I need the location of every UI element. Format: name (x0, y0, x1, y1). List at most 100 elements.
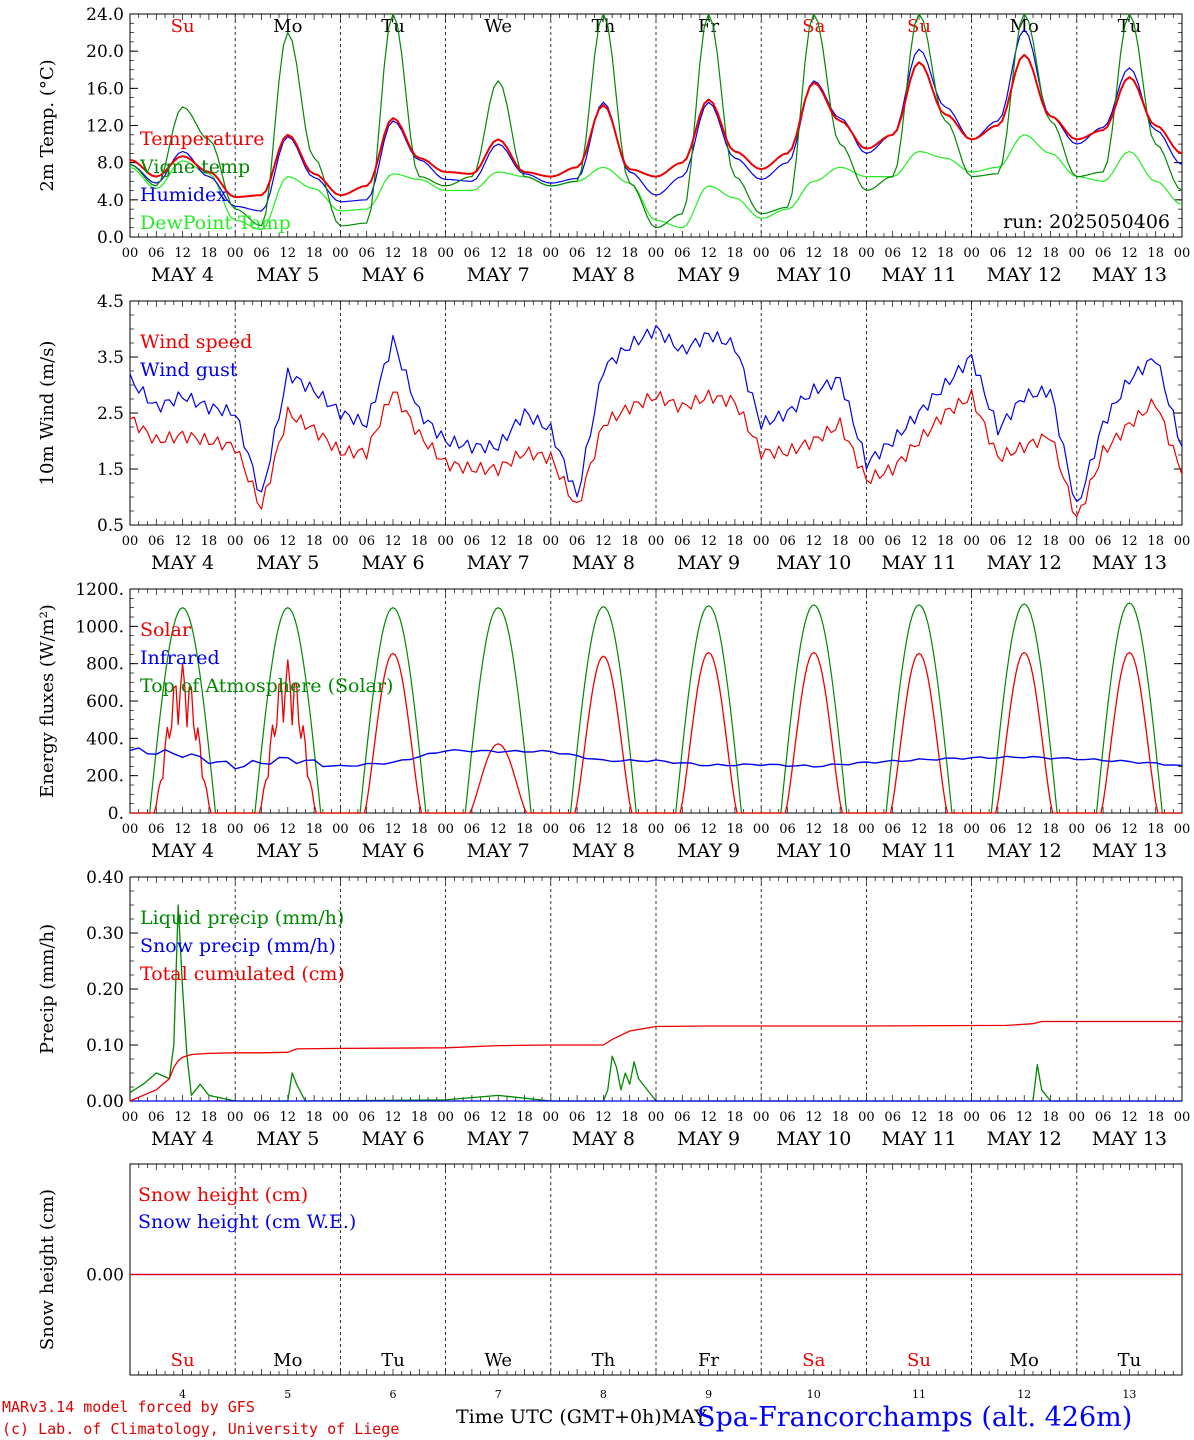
hour-tick-label: 06 (884, 534, 901, 549)
hour-tick-label: 12 (385, 822, 402, 837)
hour-tick-label: 12 (700, 534, 717, 549)
hour-tick-label: 18 (1147, 822, 1164, 837)
hour-tick-label: 00 (1174, 822, 1191, 837)
hour-tick-label: 12 (595, 534, 612, 549)
hour-tick-label: 00 (858, 822, 875, 837)
date-label: MAY 9 (677, 552, 740, 574)
hour-tick-label: 06 (674, 822, 691, 837)
hour-tick-label: 12 (174, 246, 191, 261)
hour-tick-label: 06 (1095, 1110, 1112, 1125)
day-of-week-label: Mo (1010, 16, 1039, 37)
hour-tick-label: 00 (437, 822, 454, 837)
day-of-week-label: Fr (698, 16, 719, 37)
series-line-temperature (129, 53, 1183, 198)
hour-tick-label: 06 (569, 1110, 586, 1125)
hour-tick-label: 12 (595, 246, 612, 261)
series-line-wind-gust (129, 324, 1183, 503)
y-axis-label: 2m Temp. (°C) (37, 59, 58, 191)
plot-frame (129, 588, 1183, 814)
hour-tick-label: 12 (806, 1110, 823, 1125)
hour-tick-label: 18 (832, 822, 849, 837)
date-label: MAY 9 (677, 1128, 740, 1150)
hour-tick-label: 12 (595, 822, 612, 837)
day-of-week-label: Tu (1118, 1350, 1142, 1371)
hour-tick-label: 00 (543, 246, 560, 261)
hour-tick-label: 06 (674, 1110, 691, 1125)
hour-tick-label: 00 (227, 822, 244, 837)
hour-tick-label: 12 (1016, 246, 1033, 261)
day-of-week-label: We (484, 1350, 512, 1371)
hour-tick-label: 18 (937, 246, 954, 261)
date-label: MAY 13 (1092, 1128, 1167, 1150)
plot-frame (129, 13, 1183, 238)
hour-tick-label: 12 (280, 534, 297, 549)
hour-tick-label: 12 (806, 822, 823, 837)
day-of-week-label: Fr (698, 1350, 719, 1371)
hour-tick-label: 12 (385, 246, 402, 261)
station-name: Spa-Francorchamps (alt. 426m) (697, 1402, 1133, 1433)
date-label: MAY 4 (151, 840, 214, 862)
hour-tick-label: 18 (306, 534, 323, 549)
day-number-label: 10 (807, 1388, 821, 1401)
hour-tick-label: 18 (411, 246, 428, 261)
day-of-week-label: Mo (1010, 1350, 1039, 1371)
day-of-week-label: Mo (273, 1350, 302, 1371)
hour-tick-label: 18 (306, 1110, 323, 1125)
hour-tick-label: 00 (753, 534, 770, 549)
hour-tick-label: 06 (884, 1110, 901, 1125)
date-label: MAY 7 (467, 840, 530, 862)
date-label: MAY 11 (881, 264, 956, 286)
date-label: MAY 6 (361, 840, 424, 862)
hour-tick-label: 00 (648, 822, 665, 837)
date-label: MAY 9 (677, 840, 740, 862)
hour-tick-label: 00 (332, 246, 349, 261)
day-number-label: 9 (705, 1388, 712, 1401)
hour-tick-label: 06 (148, 1110, 165, 1125)
date-label: MAY 6 (361, 552, 424, 574)
day-of-week-label: Su (171, 1350, 195, 1371)
hour-tick-label: 06 (990, 246, 1007, 261)
date-label: MAY 13 (1092, 552, 1167, 574)
date-label: MAY 8 (572, 840, 635, 862)
hour-tick-label: 18 (1042, 822, 1059, 837)
hour-tick-label: 06 (1095, 822, 1112, 837)
hour-tick-label: 06 (464, 822, 481, 837)
hour-tick-label: 00 (1174, 1110, 1191, 1125)
day-of-week-label: Th (592, 16, 616, 37)
hour-tick-label: 06 (358, 822, 375, 837)
hour-tick-label: 00 (227, 246, 244, 261)
hour-tick-label: 12 (280, 246, 297, 261)
hour-tick-label: 06 (674, 534, 691, 549)
plot-frame (129, 300, 1183, 526)
hour-tick-label: 18 (411, 822, 428, 837)
hour-tick-label: 18 (1042, 534, 1059, 549)
hour-tick-label: 12 (490, 1110, 507, 1125)
hour-tick-label: 18 (201, 822, 218, 837)
hour-tick-label: 00 (648, 534, 665, 549)
date-label: MAY 10 (776, 264, 851, 286)
date-label: MAY 11 (881, 552, 956, 574)
hour-tick-label: 18 (937, 534, 954, 549)
hour-tick-label: 06 (358, 534, 375, 549)
hour-tick-label: 00 (122, 822, 139, 837)
hour-tick-label: 12 (1016, 1110, 1033, 1125)
hour-tick-label: 00 (858, 534, 875, 549)
hour-tick-label: 12 (595, 1110, 612, 1125)
hour-tick-label: 00 (1174, 534, 1191, 549)
hour-tick-label: 12 (1121, 822, 1138, 837)
hour-tick-label: 12 (174, 1110, 191, 1125)
hour-tick-label: 18 (1147, 534, 1164, 549)
hour-tick-label: 06 (779, 1110, 796, 1125)
legend-entry: Solar (140, 619, 192, 641)
hour-tick-label: 06 (990, 1110, 1007, 1125)
hour-tick-label: 00 (227, 1110, 244, 1125)
hour-tick-label: 12 (385, 1110, 402, 1125)
day-of-week-label: Tu (1118, 16, 1142, 37)
y-tick-label: 0.10 (86, 1036, 124, 1056)
legend-entry: DewPoint Temp (140, 212, 291, 234)
y-tick-label: 1200. (75, 580, 124, 600)
y-tick-label: 0. (108, 804, 124, 824)
hour-tick-label: 18 (832, 534, 849, 549)
date-label: MAY 5 (256, 840, 319, 862)
